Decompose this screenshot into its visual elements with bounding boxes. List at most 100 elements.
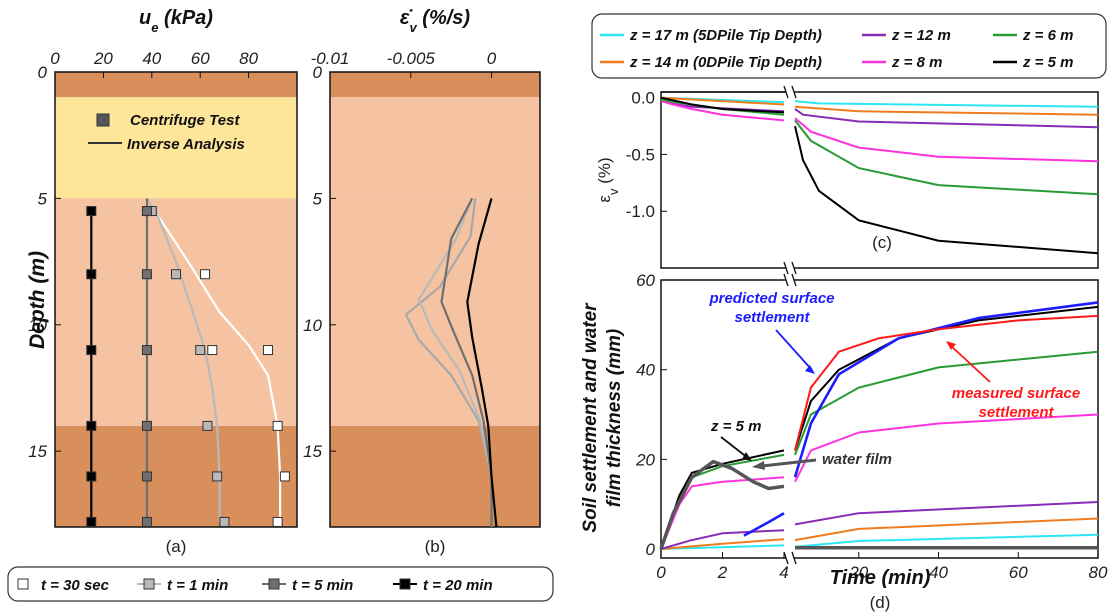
axis-break-mark-c xyxy=(791,261,797,275)
series-line-c-left-z8 xyxy=(660,100,785,122)
soil-layer-a-1 xyxy=(55,97,297,199)
data-marker-a-t20min xyxy=(86,206,97,217)
axis-break-gap-d xyxy=(786,278,794,560)
data-marker-a-t30s xyxy=(272,516,283,527)
y-tick-label-b: 15 xyxy=(303,442,322,461)
data-marker-a-t20min xyxy=(86,420,97,431)
legend-label-t30s: t = 30 sec xyxy=(41,577,110,594)
series-line-d-left-z14 xyxy=(660,538,785,550)
x-tick-label-b: -0.005 xyxy=(387,49,436,68)
data-marker-a-t20min xyxy=(86,516,97,527)
series-line-c-right-z12 xyxy=(794,108,1099,129)
series-line-c-right-z6 xyxy=(794,119,1099,196)
y-tick-label-a: 15 xyxy=(28,442,47,461)
data-marker-a-t5min xyxy=(141,516,152,527)
y-axis-title-c: εv (%) xyxy=(595,157,621,202)
x-tick-label-a: 40 xyxy=(142,49,161,68)
legend-marker-t1min xyxy=(143,578,155,590)
y-tick-label-a: 0 xyxy=(38,63,48,82)
y-axis-title-a: Depth (m) xyxy=(26,251,49,349)
x-tick-label-d: 40 xyxy=(929,563,948,582)
panel-b: -0.01 -0.005 0 0 5 10 15 ε̇v (%/s) (b) xyxy=(303,7,541,556)
legend-depth-box xyxy=(591,13,1107,79)
data-marker-a-t1min xyxy=(171,269,181,280)
axis-break-mark-d xyxy=(791,273,797,287)
series-line-a-t30s xyxy=(146,197,282,522)
annotation-water-film: water film xyxy=(822,451,892,468)
data-marker-a-t1min xyxy=(219,516,230,527)
series-line-d-left-water_film xyxy=(659,459,785,550)
annotation-z5-arrow xyxy=(720,436,749,459)
inner-legend-marker xyxy=(96,113,110,127)
panel-d: 0 20 40 60 0 2 4 20 40 60 80 Time (min) Soil settlem… xyxy=(580,271,1108,612)
y-tick-label-c: -1.0 xyxy=(626,202,655,221)
annotation-water-film-arrowhead xyxy=(752,461,765,470)
series-line-c-right-z5 xyxy=(794,125,1099,255)
data-marker-a-t20min xyxy=(86,471,97,482)
legend-label-z17: z = 17 m (5DPile Tip Depth) xyxy=(629,27,822,44)
data-marker-a-t30s xyxy=(207,345,218,356)
soil-layer-b-2 xyxy=(330,198,540,426)
panel-label-c: (c) xyxy=(872,233,892,252)
y-tick-label-c: 0.0 xyxy=(631,89,655,108)
y-tick-label-b: 5 xyxy=(313,189,323,208)
data-marker-a-t30s xyxy=(272,420,283,431)
series-line-d-right-z12 xyxy=(794,501,1099,526)
panel-c: 0.0 -0.5 -1.0 εv (%) (c) xyxy=(595,85,1099,275)
panel-label-d: (d) xyxy=(870,593,891,612)
series-line-d-right-measured xyxy=(794,314,1099,451)
series-line-d-right-z17 xyxy=(794,533,1099,548)
annotation-z5-arrowhead xyxy=(742,452,752,461)
legend-marker-t20min xyxy=(399,578,411,590)
x-axis-title-b: ε̇v (%/s) xyxy=(400,7,470,35)
soil-layer-b-0 xyxy=(330,72,540,98)
series-line-b-t20min xyxy=(466,198,498,528)
plot-frame-d xyxy=(660,279,1099,559)
inner-legend-marker-label: Centrifuge Test xyxy=(130,112,240,129)
annotation-predicted-arrow xyxy=(775,329,813,371)
y-tick-label-a: 10 xyxy=(28,316,47,335)
y-tick-label-d: 40 xyxy=(636,361,655,380)
series-line-c-left-z14 xyxy=(660,96,785,106)
x-tick-label-b: -0.01 xyxy=(311,49,350,68)
axis-break-gap-c xyxy=(786,90,794,270)
y-tick-label-d: 20 xyxy=(635,450,655,469)
legend-marker-t5min xyxy=(268,578,280,590)
series-line-c-left-z5 xyxy=(660,96,785,114)
legend-label-t1min: t = 1 min xyxy=(167,577,228,594)
data-marker-a-t5min xyxy=(141,206,152,217)
y-axis-title-d-line1: Soil settlement and water xyxy=(580,302,601,533)
x-tick-label-d: 4 xyxy=(779,563,788,582)
x-tick-label-a: 20 xyxy=(93,49,113,68)
annotation-measured-arrow xyxy=(949,344,991,383)
annotation-predicted-line1: predicted surface xyxy=(708,290,834,307)
x-tick-label-d: 80 xyxy=(1089,563,1108,582)
legend-label-z14: z = 14 m (0DPile Tip Depth) xyxy=(629,54,822,71)
annotation-measured-line2: settlement xyxy=(978,404,1054,421)
series-line-c-right-z17 xyxy=(794,100,1099,108)
data-marker-a-t20min xyxy=(86,269,97,280)
legend-label-t20min: t = 20 min xyxy=(423,577,493,594)
y-tick-label-d: 60 xyxy=(636,271,655,290)
panel-label-b: (b) xyxy=(425,537,446,556)
series-line-d-right-z14 xyxy=(794,517,1099,542)
x-axis-title-d: Time (min) xyxy=(830,567,931,589)
legend-depth: z = 17 m (5DPile Tip Depth) z = 12 m z = 6… xyxy=(591,13,1107,79)
legend-label-z6: z = 6 m xyxy=(1022,27,1073,44)
inner-legend-line-label: Inverse Analysis xyxy=(127,136,245,153)
panel-a: 0 20 40 60 80 0 5 10 15 ue (kPa) Depth (m) (a) Centr… xyxy=(26,7,298,556)
annotation-z5: z = 5 m xyxy=(710,418,761,435)
soil-layer-b-3 xyxy=(330,425,540,527)
series-line-d-right-z6 xyxy=(794,350,1099,456)
panel-label-a: (a) xyxy=(166,537,187,556)
data-marker-a-t1min xyxy=(195,345,206,356)
soil-layer-a-0 xyxy=(55,72,297,98)
annotation-water-film-arrow xyxy=(761,458,817,468)
y-tick-label-b: 0 xyxy=(313,63,323,82)
x-tick-label-a: 80 xyxy=(239,49,258,68)
y-tick-label-d: 0 xyxy=(646,540,656,559)
axis-break-mark-d xyxy=(783,273,789,287)
axis-break-mark-c xyxy=(791,85,797,99)
data-marker-a-t20min xyxy=(86,345,97,356)
